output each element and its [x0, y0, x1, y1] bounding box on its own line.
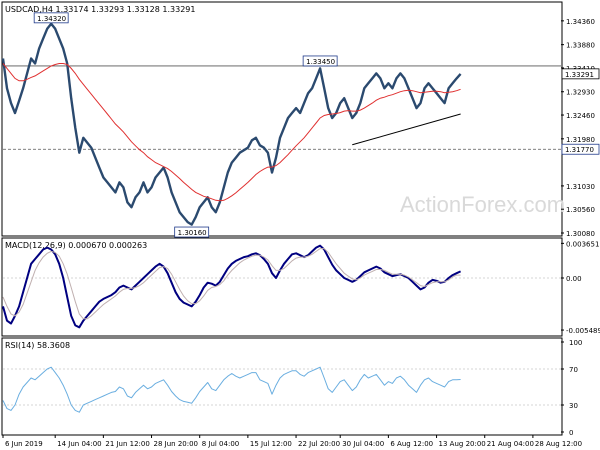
macd-axis: 0.003651 0.00 -0.005489	[561, 240, 600, 335]
support-trendline	[352, 113, 461, 146]
x-tick-label: 30 Jul 04:00	[342, 440, 384, 448]
macd-tick-label: -0.005489	[566, 327, 600, 335]
x-axis: 6 Jun 2019 14 Jun 04:00 21 Jun 12:00 28 Jun…	[2, 435, 582, 448]
rsi-panel-title: RSI(14) 58.3608	[5, 341, 70, 350]
price-tick-label: 1.30080	[566, 230, 595, 238]
x-tick-label: 14 Jun 04:00	[57, 440, 101, 448]
x-tick-label: 13 Aug 20:00	[439, 440, 486, 448]
price-gridlines	[3, 65, 561, 150]
moving-average-line	[2, 63, 461, 202]
macd-series-group	[2, 244, 462, 329]
price-tick-label: 1.32930	[566, 89, 595, 97]
price-tick-label: 1.30560	[566, 206, 595, 214]
rsi-gridlines	[3, 368, 561, 406]
macd-tick-label: 0.00	[566, 275, 582, 283]
price-tick-label: 1.33880	[566, 42, 595, 50]
macd-line	[2, 244, 462, 329]
price-series-group	[1, 22, 462, 226]
price-annotation-label: 1.33450	[306, 58, 335, 66]
x-tick-label: 21 Jun 12:00	[105, 440, 149, 448]
rsi-series-group	[2, 366, 461, 413]
price-annotations-group: 1.34320 1.33450 1.30160	[33, 12, 461, 238]
price-tick-label: 1.31030	[566, 183, 595, 191]
rsi-tick-label: 70	[569, 366, 578, 374]
price-panel-frame	[1, 1, 563, 237]
rsi-tick-label: 0	[569, 429, 573, 437]
rsi-tick-label: 30	[569, 402, 578, 410]
x-tick-label: 15 Jul 12:00	[250, 440, 292, 448]
current-price-label: 1.33291	[565, 71, 594, 79]
price-annotation-label: 1.34320	[37, 15, 66, 23]
price-annotation-label: 1.30160	[178, 229, 207, 237]
watermark: ActionForex.com	[400, 192, 565, 217]
macd-panel-frame	[1, 237, 563, 337]
price-annotation-box	[302, 55, 338, 67]
rsi-line	[2, 366, 461, 413]
price-tick-label: 1.32460	[566, 112, 595, 120]
price-annotation-box	[174, 226, 210, 238]
price-series-line	[1, 22, 462, 226]
x-tick-label: 6 Aug 12:00	[390, 440, 433, 448]
price-tick-label: 1.31980	[566, 136, 595, 144]
x-tick-label: 6 Jun 2019	[5, 440, 43, 448]
x-tick-label: 21 Aug 04:00	[487, 440, 534, 448]
price-annotation-box	[33, 12, 69, 24]
price-panel-title: USDCAD,H4 1.33174 1.33293 1.33128 1.3329…	[5, 5, 195, 14]
macd-panel-title: MACD(12,26,9) 0.000670 0.000263	[5, 241, 147, 250]
x-tick-label: 28 Aug 12:00	[535, 440, 582, 448]
price-axis: 1.343601.338801.334101.329301.324601.319…	[561, 18, 600, 238]
x-tick-label: 28 Jun 20:00	[154, 440, 198, 448]
macd-tick-label: 0.003651	[566, 240, 599, 248]
x-tick-label: 22 Jul 20:00	[298, 440, 340, 448]
rsi-axis: 100 70 30 0	[561, 339, 582, 437]
price-level-box	[561, 143, 600, 155]
current-price-box	[561, 68, 600, 80]
macd-signal-line	[2, 248, 461, 320]
rsi-panel-frame	[1, 337, 563, 436]
price-tick-label: 1.34360	[566, 18, 595, 26]
rsi-tick-label: 100	[569, 339, 582, 347]
price-level-label: 1.31770	[565, 146, 594, 154]
x-tick-label: 8 Jul 04:00	[202, 440, 240, 448]
